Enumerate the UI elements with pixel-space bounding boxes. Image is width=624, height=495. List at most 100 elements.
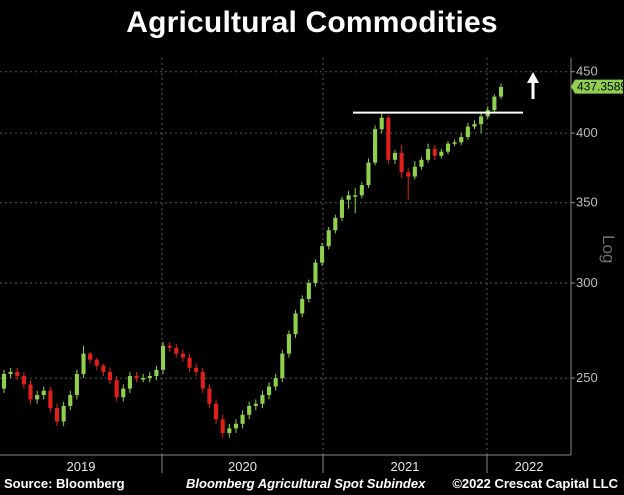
candle-body — [286, 334, 292, 354]
y-tick-label: 300 — [576, 275, 598, 290]
candle — [320, 242, 325, 266]
candle-body — [94, 359, 99, 366]
chart-subtitle: Bloomberg Agricultural Spot Subindex — [186, 476, 426, 491]
candle — [28, 380, 33, 404]
candle — [293, 309, 298, 338]
candle-body — [114, 380, 119, 398]
x-year-label: 2020 — [228, 459, 257, 474]
candle — [21, 371, 26, 389]
candle — [359, 182, 364, 199]
candle-body — [81, 353, 86, 374]
candle-body — [306, 283, 311, 299]
chart-title: Agricultural Commodities — [126, 6, 498, 39]
candle — [247, 401, 252, 420]
y-tick-label: 350 — [576, 195, 598, 210]
candle — [373, 125, 378, 166]
candle-body — [459, 137, 464, 143]
y-tick-label: 250 — [576, 370, 598, 385]
candle — [74, 369, 79, 400]
candle-body — [353, 195, 358, 197]
candle-body — [399, 153, 404, 173]
candle-body — [220, 419, 225, 434]
candle-body — [28, 384, 33, 400]
candle — [399, 144, 404, 178]
candle-body — [227, 428, 232, 434]
candle — [160, 341, 166, 374]
candle-body — [207, 388, 212, 404]
candle — [406, 168, 411, 200]
x-year-label: 2022 — [515, 459, 544, 474]
candle-body — [1, 373, 7, 389]
candle-body — [88, 353, 93, 360]
candle-body — [147, 376, 152, 379]
candle — [194, 363, 199, 377]
candle-body — [101, 365, 106, 372]
candle-body — [326, 230, 331, 247]
candle-body — [439, 151, 444, 156]
candle — [61, 401, 66, 427]
candle-body — [74, 373, 79, 396]
candle — [233, 419, 238, 434]
candle — [174, 343, 179, 358]
candle — [353, 188, 358, 214]
candle-body — [412, 166, 417, 177]
candle-body — [41, 390, 46, 396]
candle-body — [247, 405, 252, 415]
candle-body — [373, 129, 378, 163]
y-tick-label: 400 — [576, 125, 598, 140]
candle-body — [21, 376, 26, 385]
candle-body — [313, 262, 318, 284]
candle — [492, 94, 497, 113]
candle — [459, 133, 464, 145]
footer-copyright: ©2022 Crescat Capital LLC — [452, 476, 618, 491]
candle-body — [432, 148, 437, 156]
last-value-text: 437.3589 — [577, 80, 624, 94]
candle-body — [180, 353, 185, 358]
candle — [207, 384, 212, 409]
candle — [253, 399, 258, 411]
candle-body — [8, 371, 13, 374]
candle-body — [300, 298, 305, 314]
up-arrow-icon — [527, 72, 539, 99]
candle — [306, 279, 311, 303]
candle — [240, 410, 245, 429]
candle — [141, 373, 146, 383]
candle-body — [154, 369, 159, 377]
candle-body — [194, 367, 199, 372]
candle-body — [134, 376, 139, 379]
candle-body — [359, 185, 364, 196]
overlay-layer — [353, 72, 539, 114]
candle — [15, 367, 20, 381]
candle — [200, 367, 205, 393]
candle — [412, 161, 417, 180]
candle — [134, 371, 139, 383]
arrow-head — [527, 72, 539, 83]
candle — [220, 414, 225, 438]
candle-body — [61, 405, 66, 422]
candle-body — [392, 153, 398, 160]
x-year-label: 2021 — [391, 459, 420, 474]
candle — [41, 386, 46, 400]
last-value-badge — [571, 79, 623, 94]
candle — [333, 214, 338, 234]
candle-body — [127, 376, 132, 389]
candle — [101, 363, 106, 377]
candle — [54, 403, 60, 427]
last-value-label: 437.3589 — [571, 79, 624, 94]
candle-body — [379, 117, 384, 130]
candle — [267, 382, 272, 400]
candle-body — [107, 371, 113, 381]
candle-body — [445, 143, 451, 152]
candle — [419, 157, 424, 170]
candle — [180, 349, 185, 362]
candle-body — [426, 148, 431, 160]
candle — [35, 390, 40, 404]
candle — [154, 365, 159, 381]
candle-body — [406, 172, 411, 177]
candle — [379, 112, 384, 134]
candle-body — [48, 390, 53, 409]
candle — [48, 386, 53, 413]
candle-body — [492, 96, 497, 111]
